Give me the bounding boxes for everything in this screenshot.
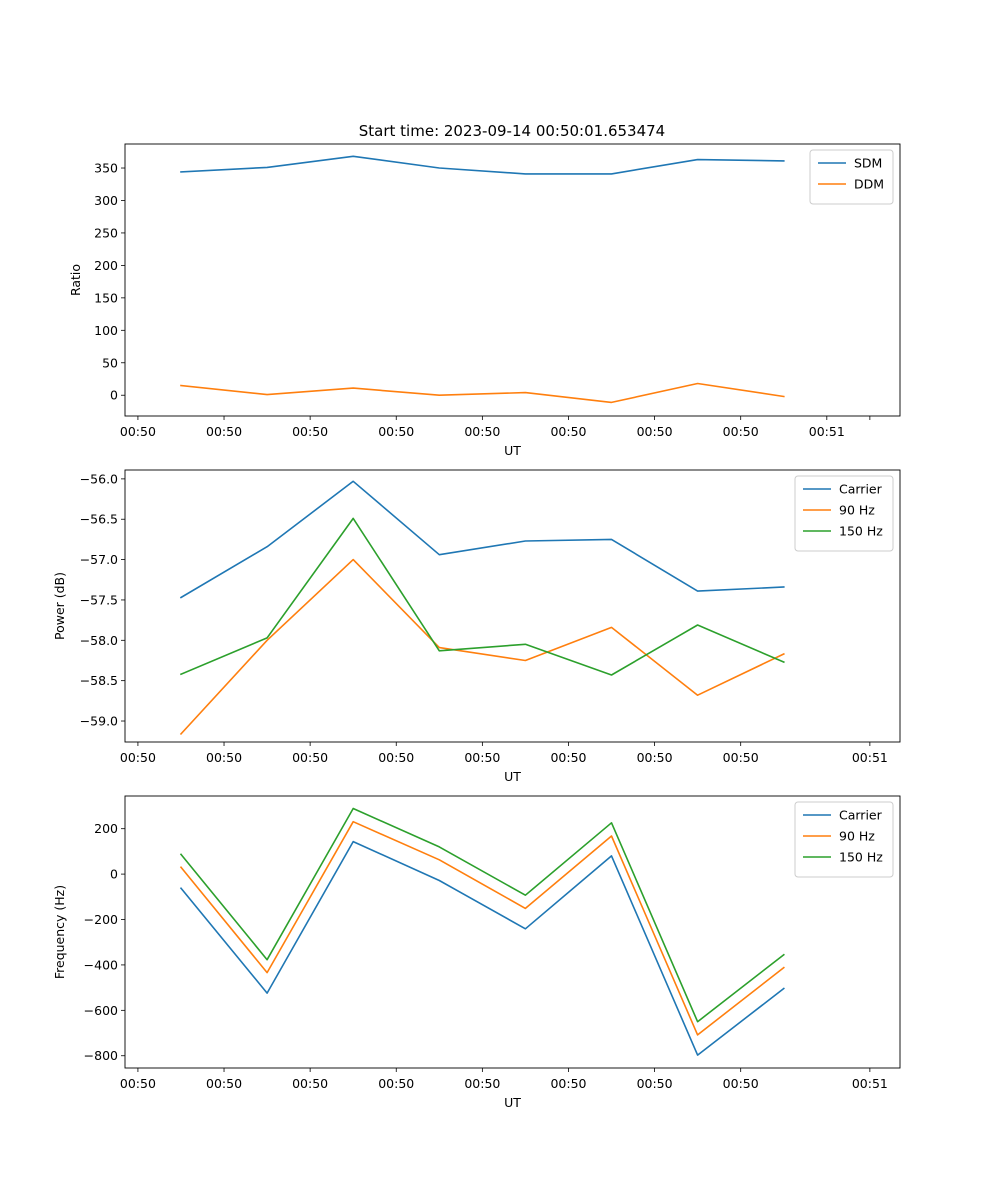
- legend-label: 90 Hz: [839, 829, 875, 844]
- y-axis-label: Frequency (Hz): [52, 885, 67, 979]
- x-tick-label: 00:50: [120, 424, 156, 439]
- power-series-90-hz-line: [179, 558, 785, 736]
- y-tick-label: −200: [84, 912, 118, 927]
- x-tick-label: 00:50: [637, 1076, 673, 1091]
- y-tick-label: −57.0: [80, 552, 118, 567]
- x-axis-label: UT: [504, 1095, 521, 1110]
- y-tick-label: 200: [94, 258, 118, 273]
- legend-label: DDM: [854, 177, 884, 192]
- x-tick-label: 00:50: [637, 424, 673, 439]
- y-tick-label: 50: [102, 355, 118, 370]
- x-tick-label: 00:50: [378, 424, 414, 439]
- frequency-series-carrier-line: [179, 840, 785, 1056]
- ratio-series-ddm-line: [180, 382, 785, 404]
- legend-box: [794, 801, 894, 878]
- axes-frame: [124, 469, 901, 743]
- y-tick-label: 0: [110, 867, 118, 882]
- y-tick-label: 100: [94, 323, 118, 338]
- frequency-series-90-hz-line: [179, 820, 785, 1036]
- axes-frame: [124, 795, 901, 1069]
- y-tick-label: −800: [84, 1048, 118, 1063]
- x-axis-label: UT: [504, 443, 521, 458]
- x-tick-label: 00:50: [206, 750, 242, 765]
- y-tick-label: −600: [84, 1003, 118, 1018]
- y-axis-label: Ratio: [68, 264, 83, 296]
- y-tick-label: −56.0: [80, 471, 118, 486]
- x-tick-label: 00:50: [206, 424, 242, 439]
- x-tick-label: 00:51: [809, 424, 845, 439]
- x-tick-label: 00:50: [206, 1076, 242, 1091]
- x-tick-label: 00:50: [292, 1076, 328, 1091]
- y-tick-label: 0: [110, 388, 118, 403]
- y-tick-label: −58.5: [80, 673, 118, 688]
- y-tick-label: −400: [84, 957, 118, 972]
- x-tick-label: 00:50: [550, 750, 586, 765]
- x-tick-label: 00:50: [550, 1076, 586, 1091]
- frequency-series-150-hz-line: [179, 807, 785, 1023]
- x-tick-label: 00:50: [292, 424, 328, 439]
- x-tick-label: 00:50: [723, 424, 759, 439]
- legend-label: 90 Hz: [839, 503, 875, 518]
- legend-label: 150 Hz: [839, 524, 883, 539]
- x-tick-label: 00:51: [852, 750, 888, 765]
- y-tick-label: 300: [94, 193, 118, 208]
- x-tick-label: 00:50: [723, 1076, 759, 1091]
- ratio-panel: 0 50 100 150 200 250 300 350 00:50 00:50 00:50 00:5…: [68, 143, 901, 458]
- figure-title: Start time: 2023-09-14 00:50:01.653474: [359, 122, 665, 140]
- legend-label: 150 Hz: [839, 850, 883, 865]
- y-tick-label: −56.5: [80, 512, 118, 527]
- x-tick-label: 00:50: [292, 750, 328, 765]
- x-tick-label: 00:50: [378, 750, 414, 765]
- x-tick-label: 00:50: [464, 1076, 500, 1091]
- x-tick-label: 00:50: [464, 750, 500, 765]
- power-series-carrier-line: [179, 480, 785, 599]
- x-axis-label: UT: [504, 769, 521, 784]
- legend-label: Carrier: [839, 808, 883, 823]
- x-tick-label: 00:50: [120, 1076, 156, 1091]
- axes-frame: [124, 143, 901, 417]
- legend-label: SDM: [854, 156, 882, 171]
- x-tick-label: 00:50: [637, 750, 673, 765]
- frequency-panel: −800 −600 −400 −200 0 200 00:50 00:50 00:50 00:50…: [52, 795, 901, 1110]
- x-tick-label: 00:50: [723, 750, 759, 765]
- y-tick-label: 250: [94, 225, 118, 240]
- x-tick-label: 00:50: [378, 1076, 414, 1091]
- legend-label: Carrier: [839, 482, 883, 497]
- y-tick-label: 150: [94, 290, 118, 305]
- y-tick-label: 350: [94, 161, 118, 176]
- y-tick-label: −57.5: [80, 592, 118, 607]
- x-tick-label: 00:50: [464, 424, 500, 439]
- power-series-150-hz-line: [179, 517, 785, 676]
- x-tick-label: 00:51: [852, 1076, 888, 1091]
- ratio-series-sdm-line: [180, 155, 785, 175]
- x-tick-label: 00:50: [550, 424, 586, 439]
- power-panel: −59.0 −58.5 −58.0 −57.5 −57.0 −56.5 −56.0 00:50…: [52, 469, 901, 784]
- x-tick-label: 00:50: [120, 750, 156, 765]
- legend-box: [794, 475, 894, 552]
- y-tick-label: −59.0: [80, 714, 118, 729]
- y-tick-label: −58.0: [80, 633, 118, 648]
- y-tick-label: 200: [94, 821, 118, 836]
- y-axis-label: Power (dB): [52, 572, 67, 640]
